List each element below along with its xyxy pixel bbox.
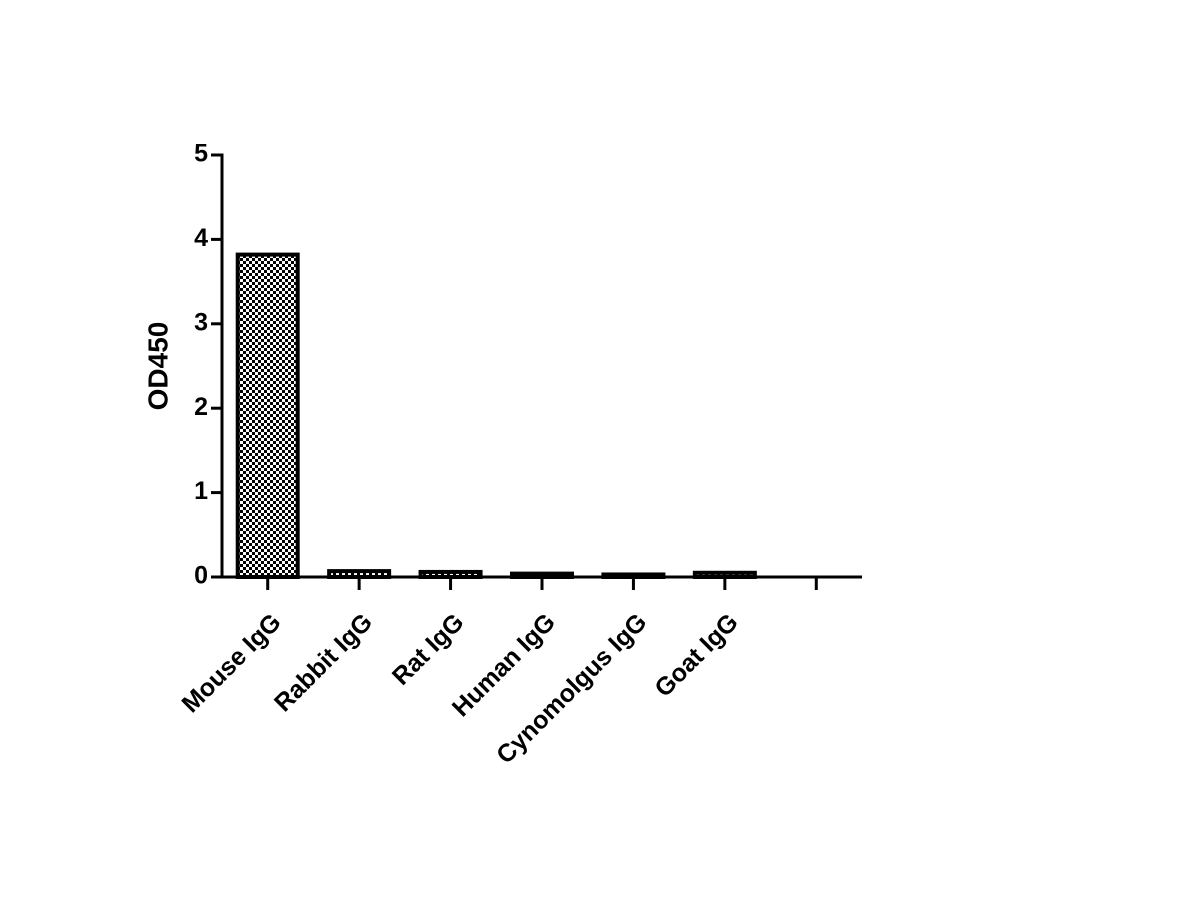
y-axis-label: OD450 — [142, 322, 173, 411]
y-tick-label: 0 — [194, 562, 208, 590]
x-tick-label: Rabbit IgG — [269, 608, 378, 717]
y-tick-label: 1 — [194, 477, 208, 505]
x-tick-label: Goat IgG — [649, 608, 743, 702]
y-tick-label: 3 — [194, 308, 208, 336]
y-tick-label: 4 — [194, 224, 208, 252]
x-tick-label: Rat IgG — [387, 608, 470, 691]
bar — [235, 252, 300, 579]
y-tick-label: 5 — [194, 140, 208, 168]
y-tick-label: 2 — [194, 393, 208, 421]
x-tick-label: Cynomolgus IgG — [491, 608, 652, 769]
x-tick-label: Mouse IgG — [176, 608, 286, 718]
